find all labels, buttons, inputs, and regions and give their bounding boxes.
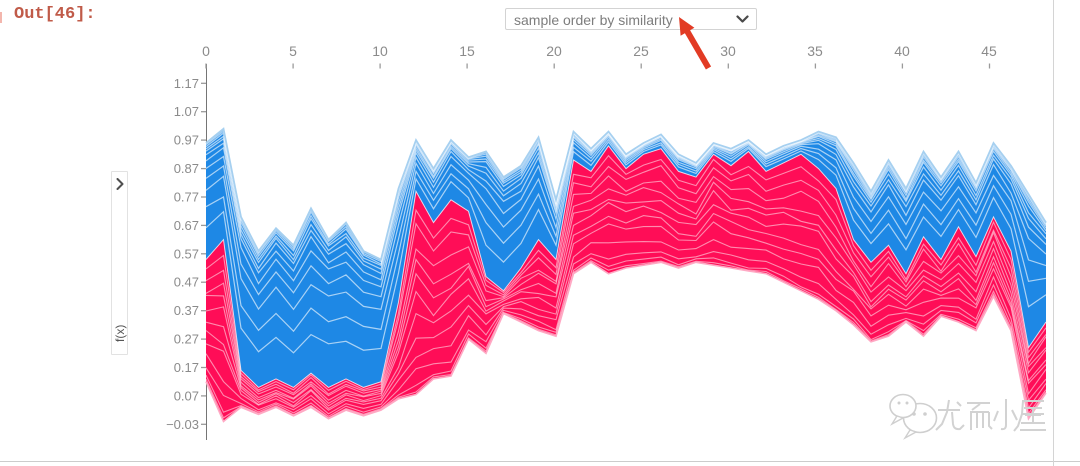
- svg-text:0.77: 0.77: [174, 190, 199, 205]
- svg-text:0.27: 0.27: [174, 332, 199, 347]
- svg-text:0: 0: [202, 43, 210, 59]
- svg-text:0.67: 0.67: [174, 218, 199, 233]
- svg-text:−0.03: −0.03: [166, 417, 199, 432]
- svg-text:0.97: 0.97: [174, 133, 199, 148]
- svg-text:15: 15: [459, 43, 475, 59]
- svg-text:0.37: 0.37: [174, 303, 199, 318]
- svg-text:5: 5: [289, 43, 297, 59]
- svg-text:0.17: 0.17: [174, 360, 199, 375]
- svg-text:20: 20: [546, 43, 562, 59]
- svg-text:0.57: 0.57: [174, 246, 199, 261]
- svg-text:1.17: 1.17: [174, 76, 199, 91]
- svg-text:0.07: 0.07: [174, 388, 199, 403]
- svg-text:40: 40: [894, 43, 910, 59]
- svg-text:10: 10: [372, 43, 388, 59]
- svg-text:1.07: 1.07: [174, 104, 199, 119]
- svg-text:45: 45: [981, 43, 997, 59]
- svg-text:0.87: 0.87: [174, 161, 199, 176]
- svg-text:25: 25: [633, 43, 649, 59]
- svg-text:35: 35: [807, 43, 823, 59]
- svg-text:0.47: 0.47: [174, 275, 199, 290]
- svg-text:30: 30: [720, 43, 736, 59]
